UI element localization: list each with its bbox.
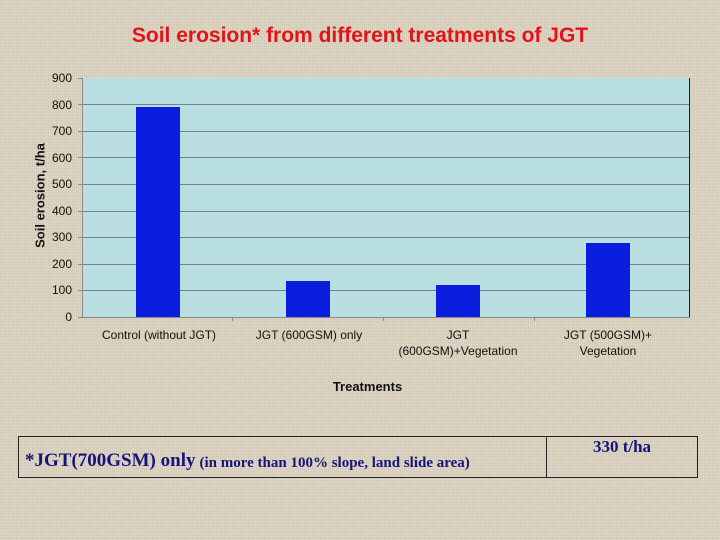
y-tick-mark <box>78 184 82 185</box>
y-tick-300: 300 <box>51 230 72 244</box>
x-tick-mark <box>534 317 535 321</box>
y-tick-mark <box>78 131 82 132</box>
y-tick-mark <box>78 157 82 158</box>
gridline-200 <box>83 264 689 265</box>
gridline-300 <box>83 237 689 238</box>
plot-area <box>83 78 690 317</box>
y-tick-mark <box>78 290 82 291</box>
y-tick-mark <box>78 237 82 238</box>
x-label-line: Control (without JGT) <box>101 328 217 342</box>
y-tick-mark <box>78 78 82 79</box>
footnote-main: *JGT(700GSM) only <box>25 450 196 471</box>
x-tick-mark <box>383 317 384 321</box>
x-label-line: JGT (600GSM) only <box>255 328 363 342</box>
bar-jgt-500gsm-vegetation <box>586 242 630 317</box>
y-tick-800: 800 <box>51 98 72 112</box>
y-tick-mark <box>78 264 82 265</box>
x-label-control: Control (without JGT) <box>84 327 234 343</box>
x-label-line: JGT (500GSM)+ <box>563 328 653 342</box>
x-label-line: (600GSM)+Vegetation <box>398 344 518 358</box>
x-tick-mark <box>232 317 233 321</box>
gridline-500 <box>83 184 689 185</box>
y-tick-0: 0 <box>65 310 72 324</box>
gridline-700 <box>83 131 689 132</box>
x-label-line: JGT <box>446 328 470 342</box>
y-tick-600: 600 <box>51 151 72 165</box>
y-tick-mark <box>78 211 82 212</box>
y-tick-200: 200 <box>51 257 72 271</box>
y-tick-100: 100 <box>51 283 72 297</box>
x-label-jgt-600gsm-vegetation: JGT (600GSM)+Vegetation <box>383 327 533 359</box>
y-axis-label: Soil erosion, t/ha <box>32 143 48 248</box>
x-label-jgt-600gsm-only: JGT (600GSM) only <box>234 327 384 343</box>
bar-jgt-600gsm-vegetation <box>436 285 480 317</box>
y-tick-400: 400 <box>51 204 72 218</box>
gridline-100 <box>83 290 689 291</box>
gridline-400 <box>83 211 689 212</box>
footnote-value: 330 t/ha <box>592 437 652 456</box>
gridline-800 <box>83 104 689 105</box>
x-label-line: Vegetation <box>579 344 637 358</box>
footnote-detail: (in more than 100% slope, land slide are… <box>199 455 470 471</box>
bar-jgt-600gsm-only <box>286 281 330 317</box>
y-tick-mark <box>78 317 82 318</box>
y-tick-900: 900 <box>51 71 72 85</box>
x-label-jgt-500gsm-vegetation: JGT (500GSM)+ Vegetation <box>533 327 683 359</box>
y-tick-mark <box>78 104 82 105</box>
x-axis-title: Treatments <box>332 379 403 394</box>
y-tick-700: 700 <box>51 124 72 138</box>
y-axis-line <box>82 78 83 318</box>
footnote-description: *JGT(700GSM) only (in more than 100% slo… <box>19 437 547 477</box>
footnote-box: *JGT(700GSM) only (in more than 100% slo… <box>18 436 698 478</box>
chart-title: Soil erosion* from different treatments … <box>131 24 589 47</box>
x-axis-line <box>82 317 690 318</box>
bar-control-without-jgt <box>136 106 180 317</box>
gridline-600 <box>83 157 689 158</box>
y-tick-500: 500 <box>51 177 72 191</box>
